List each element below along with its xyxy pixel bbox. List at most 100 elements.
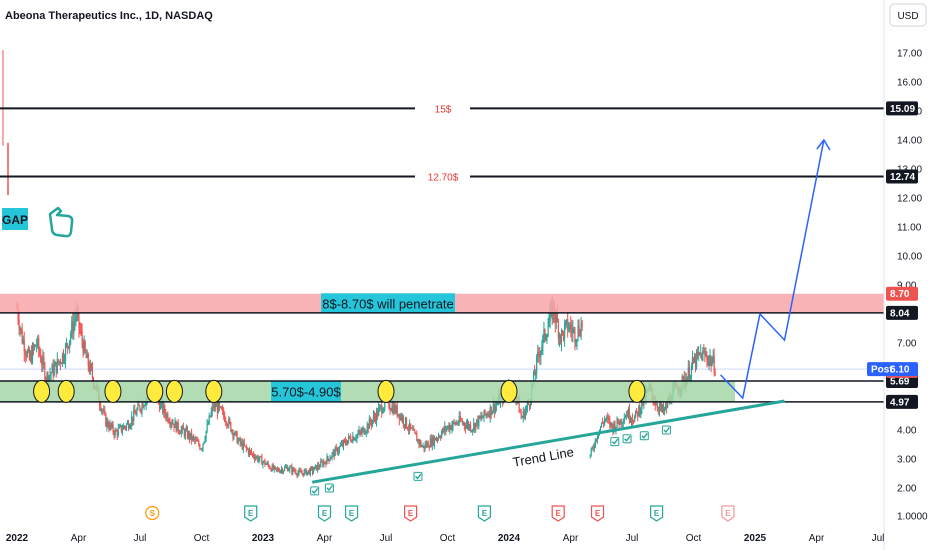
candle-body: [709, 356, 711, 360]
candle-body: [352, 436, 354, 443]
touch-bubble: [146, 379, 164, 403]
candle-body: [326, 456, 328, 465]
candle-body: [539, 354, 541, 358]
candle-body: [628, 408, 631, 420]
candle-body: [62, 353, 65, 361]
candle-body: [209, 415, 211, 417]
candle-body: [391, 405, 393, 411]
candle-body: [432, 436, 434, 445]
earnings-event-icon[interactable]: [721, 505, 735, 522]
candle-body: [303, 470, 305, 476]
candle-body: [133, 409, 135, 421]
candle-body: [557, 321, 559, 339]
candle-body: [28, 349, 30, 360]
zone-label-box: [321, 293, 455, 314]
candle-body: [528, 404, 531, 406]
candle-body: [566, 319, 568, 322]
candle-body: [49, 374, 51, 376]
candle-body: [89, 364, 91, 372]
currency-button[interactable]: USD: [889, 3, 927, 27]
candle-body: [319, 467, 321, 468]
candle-body: [529, 401, 532, 406]
candle-body: [407, 429, 410, 431]
candle-body: [693, 357, 696, 363]
earnings-event-icon[interactable]: [477, 505, 491, 522]
candle-body: [21, 329, 23, 343]
time-axis[interactable]: 2022 Apr Jul Oct 2023 Apr Jul Oct 2024 Apr Jul Oct 2…: [6, 533, 885, 544]
candle-body: [55, 362, 57, 374]
earnings-event-icon[interactable]: [317, 505, 332, 522]
trend-line: [311, 399, 785, 484]
candle-body: [479, 415, 481, 419]
y-tick-label: 7.00: [897, 339, 917, 350]
candle-body: [76, 312, 78, 317]
candle-body: [527, 402, 530, 405]
y-tick-label: 2.00: [897, 484, 917, 495]
price-badge-box: [886, 362, 918, 377]
candle-body: [84, 341, 86, 352]
candle-body: [416, 434, 418, 442]
candle-body: [112, 424, 114, 432]
candle-body: [224, 415, 226, 422]
x-tick-label: 2024: [498, 533, 521, 544]
candle-body: [180, 429, 182, 434]
candle-body: [699, 352, 701, 354]
candle-body: [91, 368, 94, 379]
candle-body: [629, 419, 632, 421]
level-price-badge-box: [886, 101, 918, 116]
candle-body: [117, 428, 119, 436]
earnings-event-icon[interactable]: [650, 505, 664, 522]
y-tick-label: 14.00: [897, 136, 922, 147]
candle-body: [379, 406, 381, 409]
candle-body: [278, 470, 281, 473]
candle-body: [630, 418, 633, 421]
candle-body: [461, 420, 463, 424]
candle-body: [351, 441, 353, 443]
candle-body: [45, 379, 47, 381]
candle-body: [433, 437, 436, 445]
candle-body: [211, 405, 213, 412]
earnings-event-icon[interactable]: [244, 505, 258, 522]
candle-body: [424, 444, 426, 449]
zone-label: 5.70$-4.90$: [271, 384, 341, 399]
candle-body: [579, 334, 581, 337]
earnings-event-icon[interactable]: [551, 505, 565, 522]
candle-body: [297, 472, 299, 476]
earnings-event-icon[interactable]: [344, 505, 359, 522]
candle-body: [37, 338, 39, 345]
candle-body: [34, 345, 37, 347]
candle-body: [637, 411, 639, 417]
candle-body: [405, 417, 408, 428]
candle-body: [268, 465, 270, 469]
candle-body: [608, 418, 610, 420]
candle-body: [236, 432, 238, 444]
candle-body: [363, 428, 365, 435]
candle-body: [54, 362, 56, 367]
candle-body: [665, 404, 667, 410]
candle-body: [705, 354, 707, 356]
candle-body: [99, 400, 101, 406]
candle-body: [481, 416, 483, 418]
earnings-event-icon[interactable]: [404, 505, 418, 522]
candle-body: [287, 467, 289, 472]
candle-body: [620, 419, 622, 424]
x-tick-label: Apr: [317, 533, 333, 544]
candle-body: [574, 328, 576, 343]
candle-body: [17, 308, 19, 320]
candle-body: [240, 441, 242, 444]
earnings-event-icon[interactable]: [590, 505, 605, 522]
candle-body: [306, 471, 308, 475]
candle-body: [75, 316, 77, 320]
candle-body: [74, 319, 76, 322]
touch-bubble: [500, 379, 518, 403]
x-tick-label: Jul: [872, 533, 885, 544]
candle-body: [609, 419, 611, 427]
candle-body: [576, 339, 578, 343]
candle-body: [367, 424, 369, 429]
candle-body: [563, 325, 566, 339]
touch-bubble: [165, 379, 183, 403]
split-event-icon[interactable]: [145, 505, 160, 521]
candle-body: [711, 361, 713, 366]
candle-body: [417, 439, 419, 442]
